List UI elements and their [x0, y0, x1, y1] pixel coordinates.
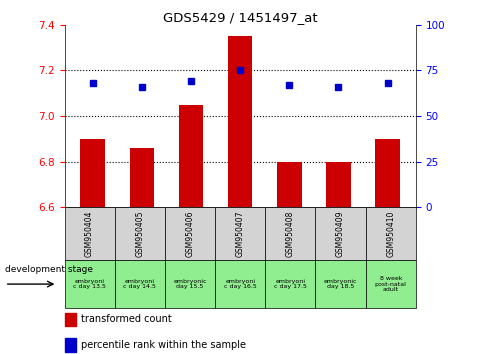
Bar [65, 313, 76, 326]
Text: transformed count: transformed count [80, 314, 171, 325]
Bar [179, 104, 203, 207]
Bar [265, 207, 315, 260]
Bar [265, 260, 315, 308]
Text: GSM950404: GSM950404 [85, 210, 94, 257]
Text: embryoni
c day 14.5: embryoni c day 14.5 [123, 279, 156, 290]
Bar [165, 207, 215, 260]
Bar [375, 139, 400, 207]
Bar [80, 139, 105, 207]
Bar [65, 207, 115, 260]
Bar [115, 207, 165, 260]
Text: embryoni
c day 13.5: embryoni c day 13.5 [73, 279, 106, 290]
Bar [115, 260, 165, 308]
Bar [277, 161, 302, 207]
Bar [315, 260, 366, 308]
Bar [65, 338, 76, 352]
Bar [65, 260, 115, 308]
Text: embryoni
c day 17.5: embryoni c day 17.5 [274, 279, 307, 290]
Bar [215, 260, 265, 308]
Bar [228, 36, 252, 207]
Bar [215, 207, 265, 260]
Text: embryoni
c day 16.5: embryoni c day 16.5 [224, 279, 257, 290]
Bar [366, 207, 416, 260]
Bar [326, 161, 351, 207]
Text: embryonic
day 15.5: embryonic day 15.5 [173, 279, 207, 290]
Text: development stage: development stage [5, 266, 93, 274]
Text: GSM950407: GSM950407 [236, 210, 245, 257]
Text: percentile rank within the sample: percentile rank within the sample [80, 340, 246, 350]
Text: embryonic
day 18.5: embryonic day 18.5 [324, 279, 358, 290]
Bar [366, 260, 416, 308]
Text: GSM950406: GSM950406 [185, 210, 195, 257]
Bar [165, 260, 215, 308]
Bar [130, 148, 154, 207]
Text: GSM950408: GSM950408 [286, 210, 295, 257]
Bar [315, 207, 366, 260]
Title: GDS5429 / 1451497_at: GDS5429 / 1451497_at [163, 11, 317, 24]
Text: 8 week
post-natal
adult: 8 week post-natal adult [375, 276, 407, 292]
Text: GSM950409: GSM950409 [336, 210, 345, 257]
Text: GSM950405: GSM950405 [135, 210, 144, 257]
Text: GSM950410: GSM950410 [386, 210, 395, 257]
